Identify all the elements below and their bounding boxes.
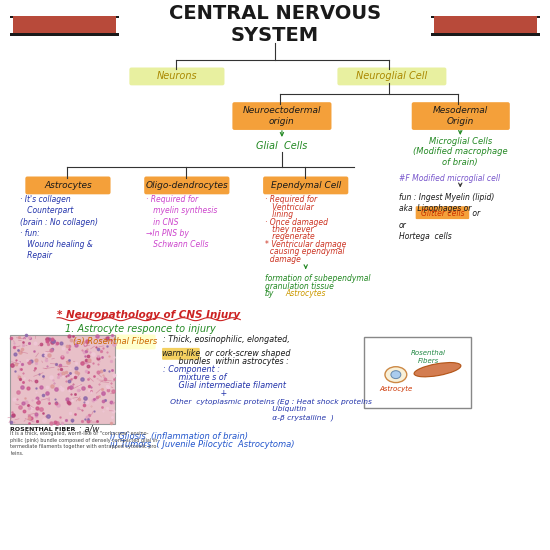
Text: Mesodermal
Origin: Mesodermal Origin <box>433 106 488 126</box>
Text: Glial  Cells: Glial Cells <box>256 141 307 151</box>
Text: Oligo-dendrocytes: Oligo-dendrocytes <box>145 181 228 190</box>
Ellipse shape <box>385 367 407 383</box>
Text: by: by <box>265 289 274 298</box>
Text: · Required for
   myelin synthesis
   in CNS
→In PNS by
   Schwann Cells: · Required for myelin synthesis in CNS →… <box>146 195 218 249</box>
Bar <box>433 16 537 33</box>
Text: CENTRAL NERVOUS
SYSTEM: CENTRAL NERVOUS SYSTEM <box>169 4 381 46</box>
Text: warm-like: warm-like <box>161 349 201 359</box>
FancyBboxPatch shape <box>25 177 111 194</box>
Text: bundles  within astrocytes :: bundles within astrocytes : <box>171 358 289 366</box>
Text: Ependymal Cell: Ependymal Cell <box>271 181 341 190</box>
Text: : Component :: : Component : <box>163 365 220 374</box>
Text: they never: they never <box>265 225 313 234</box>
Text: granulation tissue: granulation tissue <box>265 282 334 290</box>
Text: * Ventricular damage: * Ventricular damage <box>265 240 346 249</box>
Text: fun : Ingest Myelin (lipid)
aka  Lipophages or: fun : Ingest Myelin (lipid) aka Lipophag… <box>399 194 494 213</box>
Text: Neuroectodermal
origin: Neuroectodermal origin <box>243 106 321 126</box>
Text: Astrocyte: Astrocyte <box>379 386 412 392</box>
Text: damage: damage <box>265 255 301 264</box>
Text: (a) Rosenthal Fibers: (a) Rosenthal Fibers <box>73 338 158 346</box>
Ellipse shape <box>391 371 401 378</box>
Text: 1. Astrocyte responce to injury: 1. Astrocyte responce to injury <box>65 324 216 334</box>
Text: Glial intermediate filament: Glial intermediate filament <box>171 381 286 390</box>
Bar <box>10 34 119 36</box>
Text: Microglial Cells
(Modified macrophage
of brain): Microglial Cells (Modified macrophage of… <box>413 137 508 167</box>
Text: i) Gliosis  (inflammation of brain): i) Gliosis (inflammation of brain) <box>109 432 248 441</box>
Text: · Required for: · Required for <box>265 195 317 204</box>
Text: Astrocytes: Astrocytes <box>44 181 92 190</box>
Bar <box>364 337 471 408</box>
Bar <box>10 15 119 18</box>
Text: Ventricular: Ventricular <box>265 203 314 212</box>
FancyBboxPatch shape <box>263 177 348 194</box>
Text: α-β crystalline  ): α-β crystalline ) <box>163 414 334 421</box>
Text: Rosenthal
Fibers: Rosenthal Fibers <box>411 350 446 364</box>
FancyBboxPatch shape <box>129 68 224 85</box>
Text: * Neuropathology of CNS Injury: * Neuropathology of CNS Injury <box>57 310 240 320</box>
Text: Neurons: Neurons <box>157 72 197 81</box>
Text: lining: lining <box>265 210 293 219</box>
Text: formation of subependymal: formation of subependymal <box>265 274 371 283</box>
Text: mixture s of: mixture s of <box>171 373 227 382</box>
Text: or: or <box>470 208 480 218</box>
Text: Glitter cells: Glitter cells <box>421 208 464 218</box>
Text: : a/w: : a/w <box>79 425 99 433</box>
Text: Ubiquitin: Ubiquitin <box>163 406 306 412</box>
FancyBboxPatch shape <box>233 102 332 130</box>
Text: : Thick, eosinophilic, elongated,: : Thick, eosinophilic, elongated, <box>163 336 290 344</box>
Ellipse shape <box>414 362 461 377</box>
FancyBboxPatch shape <box>162 348 200 360</box>
FancyBboxPatch shape <box>412 102 510 130</box>
Text: #F Modified microglial cell: #F Modified microglial cell <box>399 173 500 183</box>
Text: Astrocytes: Astrocytes <box>285 289 326 298</box>
Text: regenerate: regenerate <box>265 233 315 241</box>
Bar <box>431 15 540 18</box>
FancyBboxPatch shape <box>337 68 447 85</box>
FancyBboxPatch shape <box>144 177 229 194</box>
Text: causing ependymal: causing ependymal <box>265 248 345 256</box>
Text: +: + <box>192 389 227 398</box>
Text: or cork-screw shaped: or cork-screw shaped <box>200 349 290 359</box>
Text: ROSENTHAL FIBER: ROSENTHAL FIBER <box>10 427 76 432</box>
Text: It is a thick, elongated, worm-like or "corkscrew" eosino-
philic (pink) bundle : It is a thick, elongated, worm-like or "… <box>10 431 159 456</box>
Bar <box>10 335 114 424</box>
Text: Other  cytoplasmic proteins (Eg : Heat shock proteins: Other cytoplasmic proteins (Eg : Heat sh… <box>163 398 372 405</box>
FancyBboxPatch shape <box>75 334 156 349</box>
Text: ii) Tumors  ( Juvenile Pilocytic  Astrocytoma): ii) Tumors ( Juvenile Pilocytic Astrocyt… <box>109 441 294 449</box>
Text: Neuroglial Cell: Neuroglial Cell <box>356 72 427 81</box>
Bar <box>431 34 540 36</box>
Text: or
Hortega  cells: or Hortega cells <box>399 221 452 241</box>
FancyBboxPatch shape <box>416 206 469 219</box>
Text: · Once damaged: · Once damaged <box>265 218 328 227</box>
Bar <box>13 16 117 33</box>
Text: · It's collagen
   Counterpart
(brain : No collagen)
· fun:
   Wound healing &
 : · It's collagen Counterpart (brain : No … <box>20 195 98 260</box>
